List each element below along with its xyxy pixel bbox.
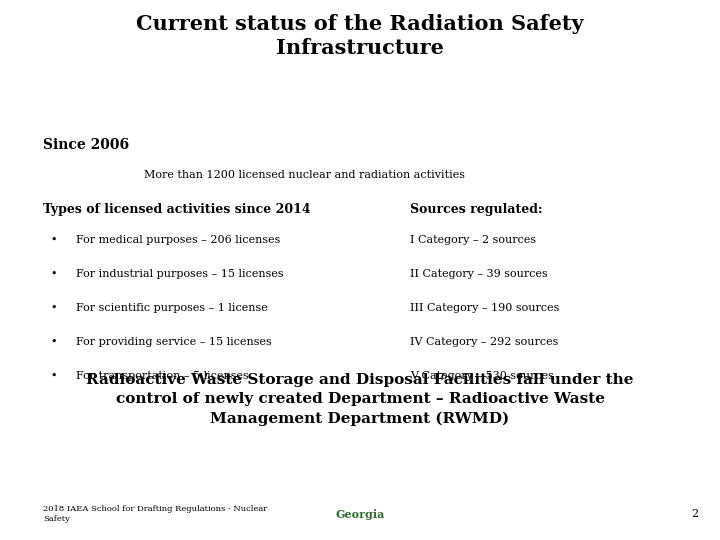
Text: 2018 IAEA School for Drafting Regulations - Nuclear
Safety: 2018 IAEA School for Drafting Regulation…	[43, 505, 267, 523]
Text: Radioactive Waste Storage and Disposal Facilities fall under the
control of newl: Radioactive Waste Storage and Disposal F…	[86, 373, 634, 426]
Text: Types of licensed activities since 2014: Types of licensed activities since 2014	[43, 202, 311, 215]
Text: III Category – 190 sources: III Category – 190 sources	[410, 303, 559, 313]
Text: Current status of the Radiation Safety
Infrastructure: Current status of the Radiation Safety I…	[136, 14, 584, 58]
Text: For transportation – 5 licenses: For transportation – 5 licenses	[76, 371, 248, 381]
Text: Since 2006: Since 2006	[43, 138, 130, 152]
Text: IV Category – 292 sources: IV Category – 292 sources	[410, 337, 559, 347]
Text: •: •	[50, 303, 57, 313]
Text: Sources regulated:: Sources regulated:	[410, 202, 543, 215]
Text: For scientific purposes – 1 license: For scientific purposes – 1 license	[76, 303, 267, 313]
Text: II Category – 39 sources: II Category – 39 sources	[410, 269, 548, 279]
Text: I Category – 2 sources: I Category – 2 sources	[410, 235, 536, 245]
Text: •: •	[50, 371, 57, 381]
Text: •: •	[50, 235, 57, 245]
Text: More than 1200 licensed nuclear and radiation activities: More than 1200 licensed nuclear and radi…	[144, 170, 465, 180]
Text: Georgia: Georgia	[336, 509, 384, 519]
Text: V Category – 530 sources: V Category – 530 sources	[410, 371, 554, 381]
Text: For industrial purposes – 15 licenses: For industrial purposes – 15 licenses	[76, 269, 283, 279]
Text: For providing service – 15 licenses: For providing service – 15 licenses	[76, 337, 271, 347]
Text: For medical purposes – 206 licenses: For medical purposes – 206 licenses	[76, 235, 280, 245]
Text: •: •	[50, 337, 57, 347]
Text: 2: 2	[691, 509, 698, 519]
Text: •: •	[50, 269, 57, 279]
